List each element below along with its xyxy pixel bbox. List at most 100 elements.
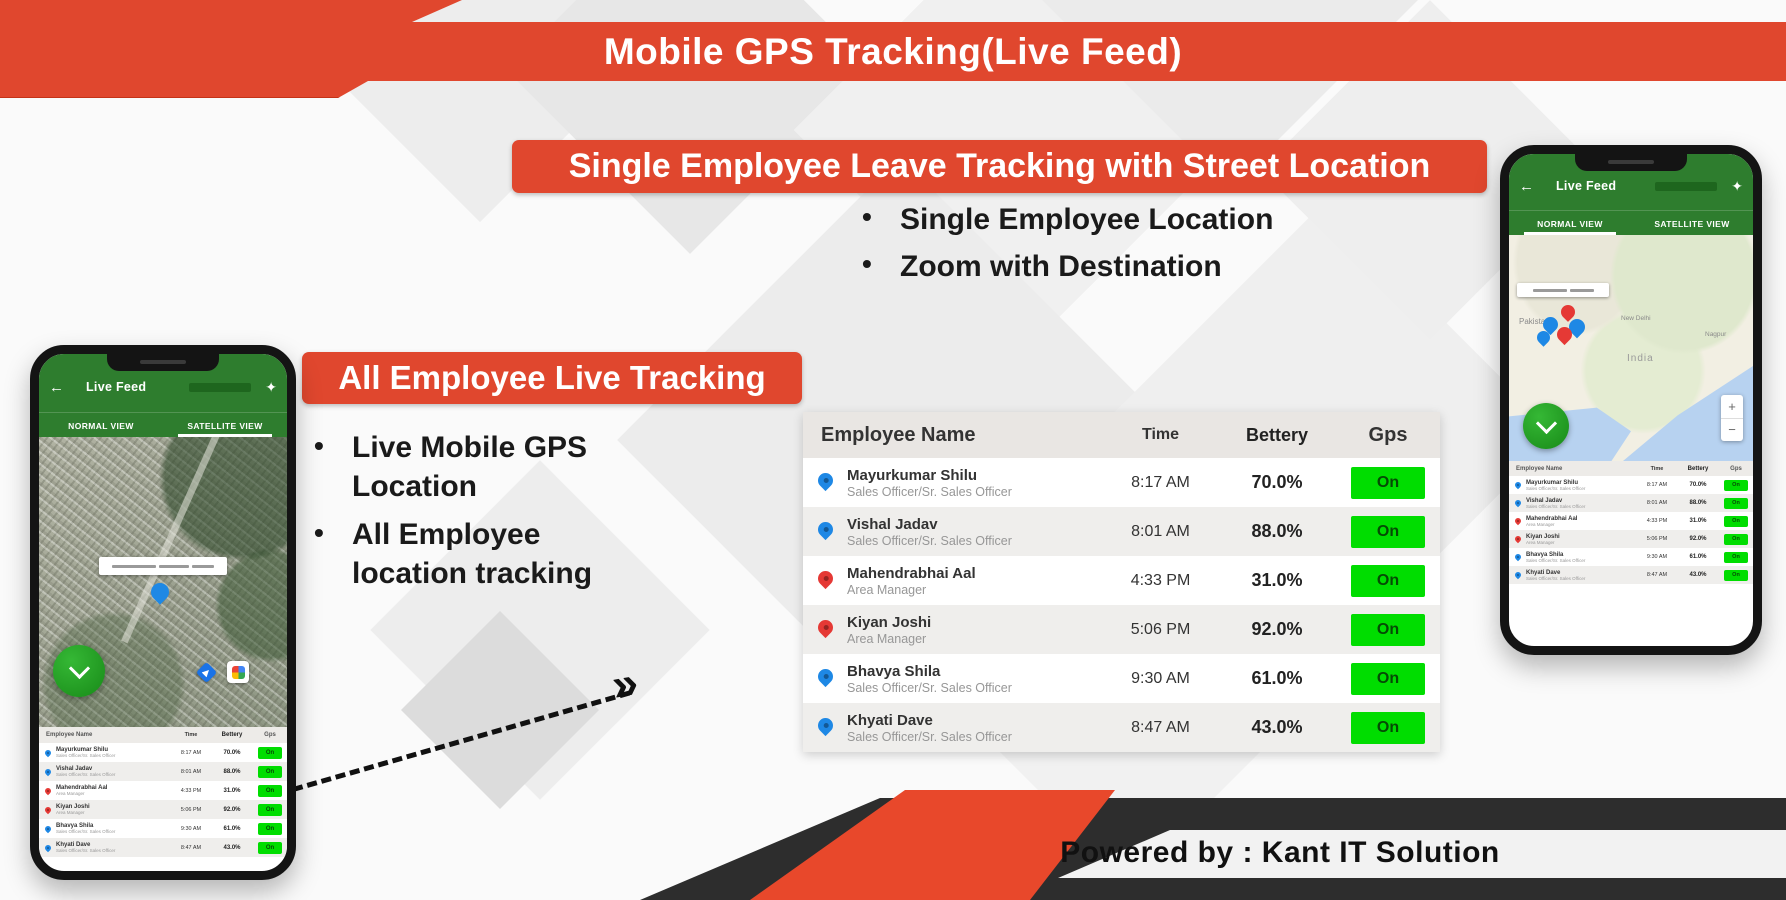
gps-on-button[interactable]: On (258, 822, 282, 835)
battery-value: 43.0% (1689, 572, 1707, 578)
table-row[interactable]: Mayurkumar Shilu Sales Officer/Sr. Sales … (803, 458, 1440, 507)
settings-icon[interactable]: ✦ (1731, 177, 1743, 194)
back-arrow-icon[interactable]: ← (1519, 177, 1534, 195)
gps-on-button[interactable]: On (258, 841, 282, 854)
app-title: Live Feed (86, 380, 147, 394)
table-row[interactable]: Khyati Dave Sales Officer/Sr. Sales Offic… (1509, 566, 1753, 584)
gps-on-button[interactable]: On (258, 784, 282, 797)
table-row[interactable]: Vishal Jadav Sales Officer/Sr. Sales Offi… (39, 762, 287, 781)
table-row[interactable]: Kiyan Joshi Area Manager 5:06 PM 92.0% On (39, 800, 287, 819)
gps-on-button[interactable]: On (1351, 662, 1425, 695)
tab-satellite-view[interactable]: SATELLITE VIEW (163, 413, 287, 437)
table-row[interactable]: Khyati Dave Sales Officer/Sr. Sales Offic… (39, 838, 287, 857)
gps-on-button[interactable]: On (1724, 497, 1748, 509)
table-row[interactable]: Mahendrabhai Aal Area Manager 4:33 PM 31.0%… (39, 781, 287, 800)
employee-name: Vishal Jadav (847, 515, 938, 533)
battery-value: 88.0% (1251, 521, 1303, 541)
table-row[interactable]: Mahendrabhai Aal Area Manager 4:33 PM 31.0%… (1509, 512, 1753, 530)
header-subtext (1655, 181, 1718, 191)
zoom-out-button[interactable]: − (1728, 422, 1736, 438)
employee-name: Vishal Jadav (1526, 497, 1563, 504)
phone-speaker (1608, 160, 1654, 164)
table-row[interactable]: Vishal Jadav Sales Officer/Sr. Sales Offi… (1509, 494, 1753, 512)
gps-on-button[interactable]: On (1724, 515, 1748, 527)
table-row[interactable]: Kiyan Joshi Area Manager 5:06 PM 92.0% On (803, 605, 1440, 654)
battery-value: 70.0% (223, 749, 241, 756)
tab-normal-view[interactable]: NORMAL VIEW (1509, 211, 1631, 235)
collapse-list-button[interactable] (53, 645, 105, 697)
tab-normal-view[interactable]: NORMAL VIEW (68, 421, 134, 431)
gps-on-button[interactable]: On (1724, 533, 1748, 545)
header-subtext (189, 382, 252, 392)
employee-role: Sales Officer/Sr. Sales Officer (847, 533, 1012, 548)
table-row[interactable]: Kiyan Joshi Area Manager 5:06 PM 92.0% On (1509, 530, 1753, 548)
address-label (1517, 283, 1609, 297)
bullet-item: Zoom with Destination (848, 248, 1273, 284)
employee-name: Mahendrabhai Aal (56, 785, 108, 791)
gps-on-button[interactable]: On (1351, 515, 1425, 548)
gps-on-button[interactable]: On (258, 803, 282, 816)
banner-all-employee: All Employee Live Tracking (302, 352, 802, 404)
table-row[interactable]: Bhavya Shila Sales Officer/Sr. Sales Offi… (803, 654, 1440, 703)
gps-on-button[interactable]: On (1724, 569, 1748, 581)
blue-location-pin-icon (803, 714, 847, 737)
battery-value: 70.0% (1689, 482, 1707, 488)
app-title: Live Feed (1556, 179, 1617, 193)
satellite-map[interactable] (39, 437, 287, 727)
map-label-new-delhi: New Delhi (1621, 315, 1651, 322)
address-label (99, 557, 227, 575)
gps-on-button[interactable]: On (1351, 466, 1425, 499)
table-row[interactable]: Mayurkumar Shilu Sales Officer/Sr. Sales … (39, 743, 287, 762)
gps-on-button[interactable]: On (1351, 613, 1425, 646)
time-value: 4:33 PM (1646, 518, 1668, 524)
footer: Powered by : Kant IT Solution (0, 760, 1786, 900)
table-row[interactable]: Vishal Jadav Sales Officer/Sr. Sales Offi… (803, 507, 1440, 556)
single-employee-bullets: Single Employee Location Zoom with Desti… (848, 201, 1273, 297)
employee-name: Khyati Dave (56, 842, 91, 848)
settings-icon[interactable]: ✦ (265, 378, 277, 395)
red-location-pin-icon (1509, 534, 1526, 544)
employee-name: Khyati Dave (847, 711, 933, 729)
employee-table: Employee Name Time Bettery Gps Mayurkuma… (803, 412, 1440, 752)
phone-speaker (140, 360, 186, 364)
zoom-in-button[interactable]: + (1721, 395, 1743, 419)
employee-role: Area Manager (56, 810, 85, 815)
time-value: 8:47 AM (180, 844, 202, 851)
employee-role: Sales Officer/Sr. Sales Officer (56, 753, 116, 758)
battery-value: 43.0% (1251, 717, 1303, 737)
gps-on-button[interactable]: On (258, 765, 282, 778)
normal-map[interactable]: Pakistan New Delhi India Nagpur + − (1509, 235, 1753, 461)
battery-value: 31.0% (1251, 570, 1303, 590)
gps-on-button[interactable]: On (1724, 551, 1748, 563)
table-row[interactable]: Mayurkumar Shilu Sales Officer/Sr. Sales … (1509, 476, 1753, 494)
gps-on-button[interactable]: On (1351, 564, 1425, 597)
column-header-time: Time (1650, 465, 1664, 472)
collapse-list-button[interactable] (1523, 403, 1569, 449)
view-tabs: NORMAL VIEW SATELLITE VIEW (39, 412, 287, 437)
gps-on-button[interactable]: On (1351, 711, 1425, 744)
blue-location-pin-icon (803, 665, 847, 688)
map-label-nagpur: Nagpur (1705, 331, 1727, 338)
map-label-pakistan: Pakistan (1519, 317, 1550, 326)
bullet-item: Single Employee Location (848, 201, 1273, 237)
gps-on-button[interactable]: On (1724, 479, 1748, 491)
table-row[interactable]: Mahendrabhai Aal Area Manager 4:33 PM 31.0%… (803, 556, 1440, 605)
google-maps-icon[interactable] (227, 661, 249, 683)
table-row[interactable]: Bhavya Shila Sales Officer/Sr. Sales Offi… (1509, 548, 1753, 566)
chevron-down-icon (1535, 412, 1557, 434)
chevron-down-icon (68, 657, 90, 679)
gps-on-button[interactable]: On (258, 746, 282, 759)
navigation-icon[interactable] (195, 661, 218, 684)
employee-name: Khyati Dave (1526, 569, 1561, 576)
tab-satellite-view[interactable]: SATELLITE VIEW (1654, 219, 1730, 229)
employee-name: Mayurkumar Shilu (847, 466, 978, 484)
time-value: 9:30 AM (1646, 554, 1668, 560)
employee-name: Mahendrabhai Aal (1526, 515, 1578, 522)
table-header-row: Employee Name Time Bettery Gps (803, 412, 1440, 458)
back-arrow-icon[interactable]: ← (49, 378, 64, 396)
table-row[interactable]: Bhavya Shila Sales Officer/Sr. Sales Offi… (39, 819, 287, 838)
red-location-pin-icon (1509, 516, 1526, 526)
table-row[interactable]: Khyati Dave Sales Officer/Sr. Sales Offic… (803, 703, 1440, 752)
employee-name: Mayurkumar Shilu (56, 747, 109, 753)
employee-role: Area Manager (56, 791, 85, 796)
